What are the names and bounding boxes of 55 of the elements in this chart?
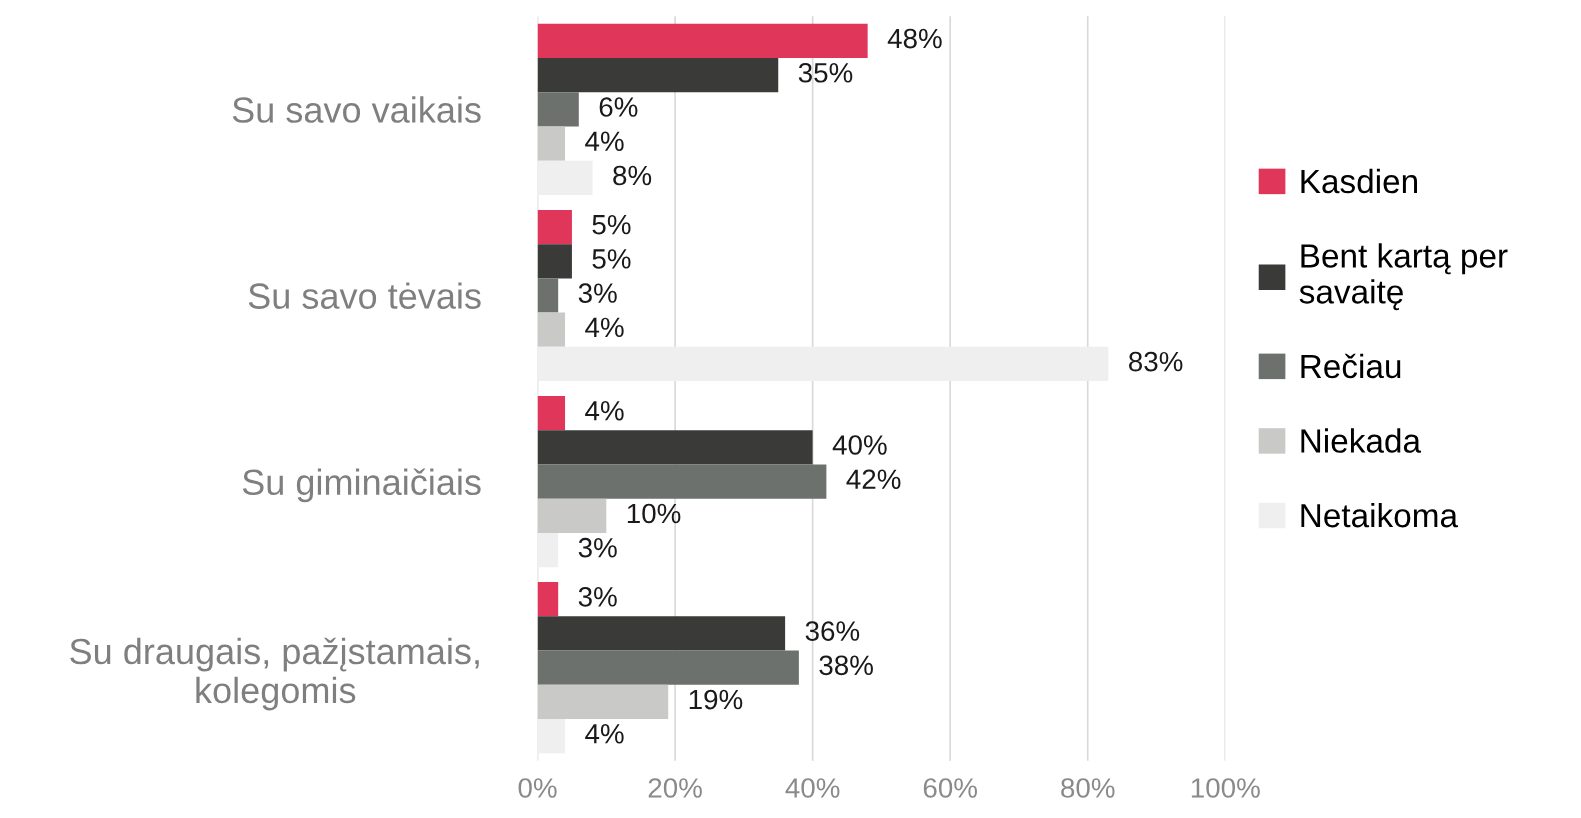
bar [537,430,813,465]
bar [537,719,566,754]
x-tick-label: 20% [648,778,702,798]
legend-label: Netaikoma [1301,502,1459,528]
data-label: 3% [578,587,617,607]
x-tick-label: 0% [518,778,557,798]
data-label: 83% [1129,351,1183,372]
data-label: 38% [819,655,873,676]
data-label: 6% [599,97,638,117]
data-label: 10% [627,503,681,524]
bar [537,126,566,161]
legend-label: Rečiau [1301,353,1401,379]
bar [537,209,572,245]
data-label: 19% [689,689,743,710]
bar [537,23,868,59]
data-label: 8% [613,165,652,186]
x-tick-label: 60% [923,778,977,798]
data-label: 5% [592,249,631,269]
data-label: 40% [832,435,887,455]
bar [537,92,579,127]
bar [537,58,779,93]
data-label: 3% [578,537,617,558]
data-label: 36% [805,621,860,641]
bar [537,498,607,533]
bar [537,616,786,651]
data-label: 4% [585,724,624,744]
data-label: 48% [887,28,942,49]
y-tick-label: Su draugais, pažįstamais, kolegomis [70,637,479,711]
data-label: 42% [846,469,901,489]
bar [537,684,669,720]
legend-label: Kasdien [1301,168,1418,194]
data-label: 4% [585,131,624,151]
bar [537,650,799,685]
data-label: 4% [585,401,624,421]
bar [537,278,559,313]
data-label: 3% [578,283,617,303]
bar [537,395,566,431]
bar [537,464,827,499]
legend-label: Niekada [1301,428,1422,453]
data-label: 35% [798,62,853,83]
x-tick-label: 40% [785,778,840,798]
bar [537,346,1109,382]
y-tick-label: Su savo vaikais [232,96,481,123]
x-tick-label: 100% [1191,778,1260,798]
bar [537,160,593,196]
x-tick-label: 80% [1061,778,1115,798]
y-tick-label: Su savo tėvais [248,282,481,309]
bar [537,582,559,617]
data-label: 5% [592,214,631,235]
y-tick-label: Su giminaičiais [242,468,481,503]
data-label: 4% [585,317,624,338]
legend-label: Bent kartą per savaitę [1299,243,1508,311]
bar [537,244,572,279]
bar [537,312,566,347]
bar [537,532,559,568]
